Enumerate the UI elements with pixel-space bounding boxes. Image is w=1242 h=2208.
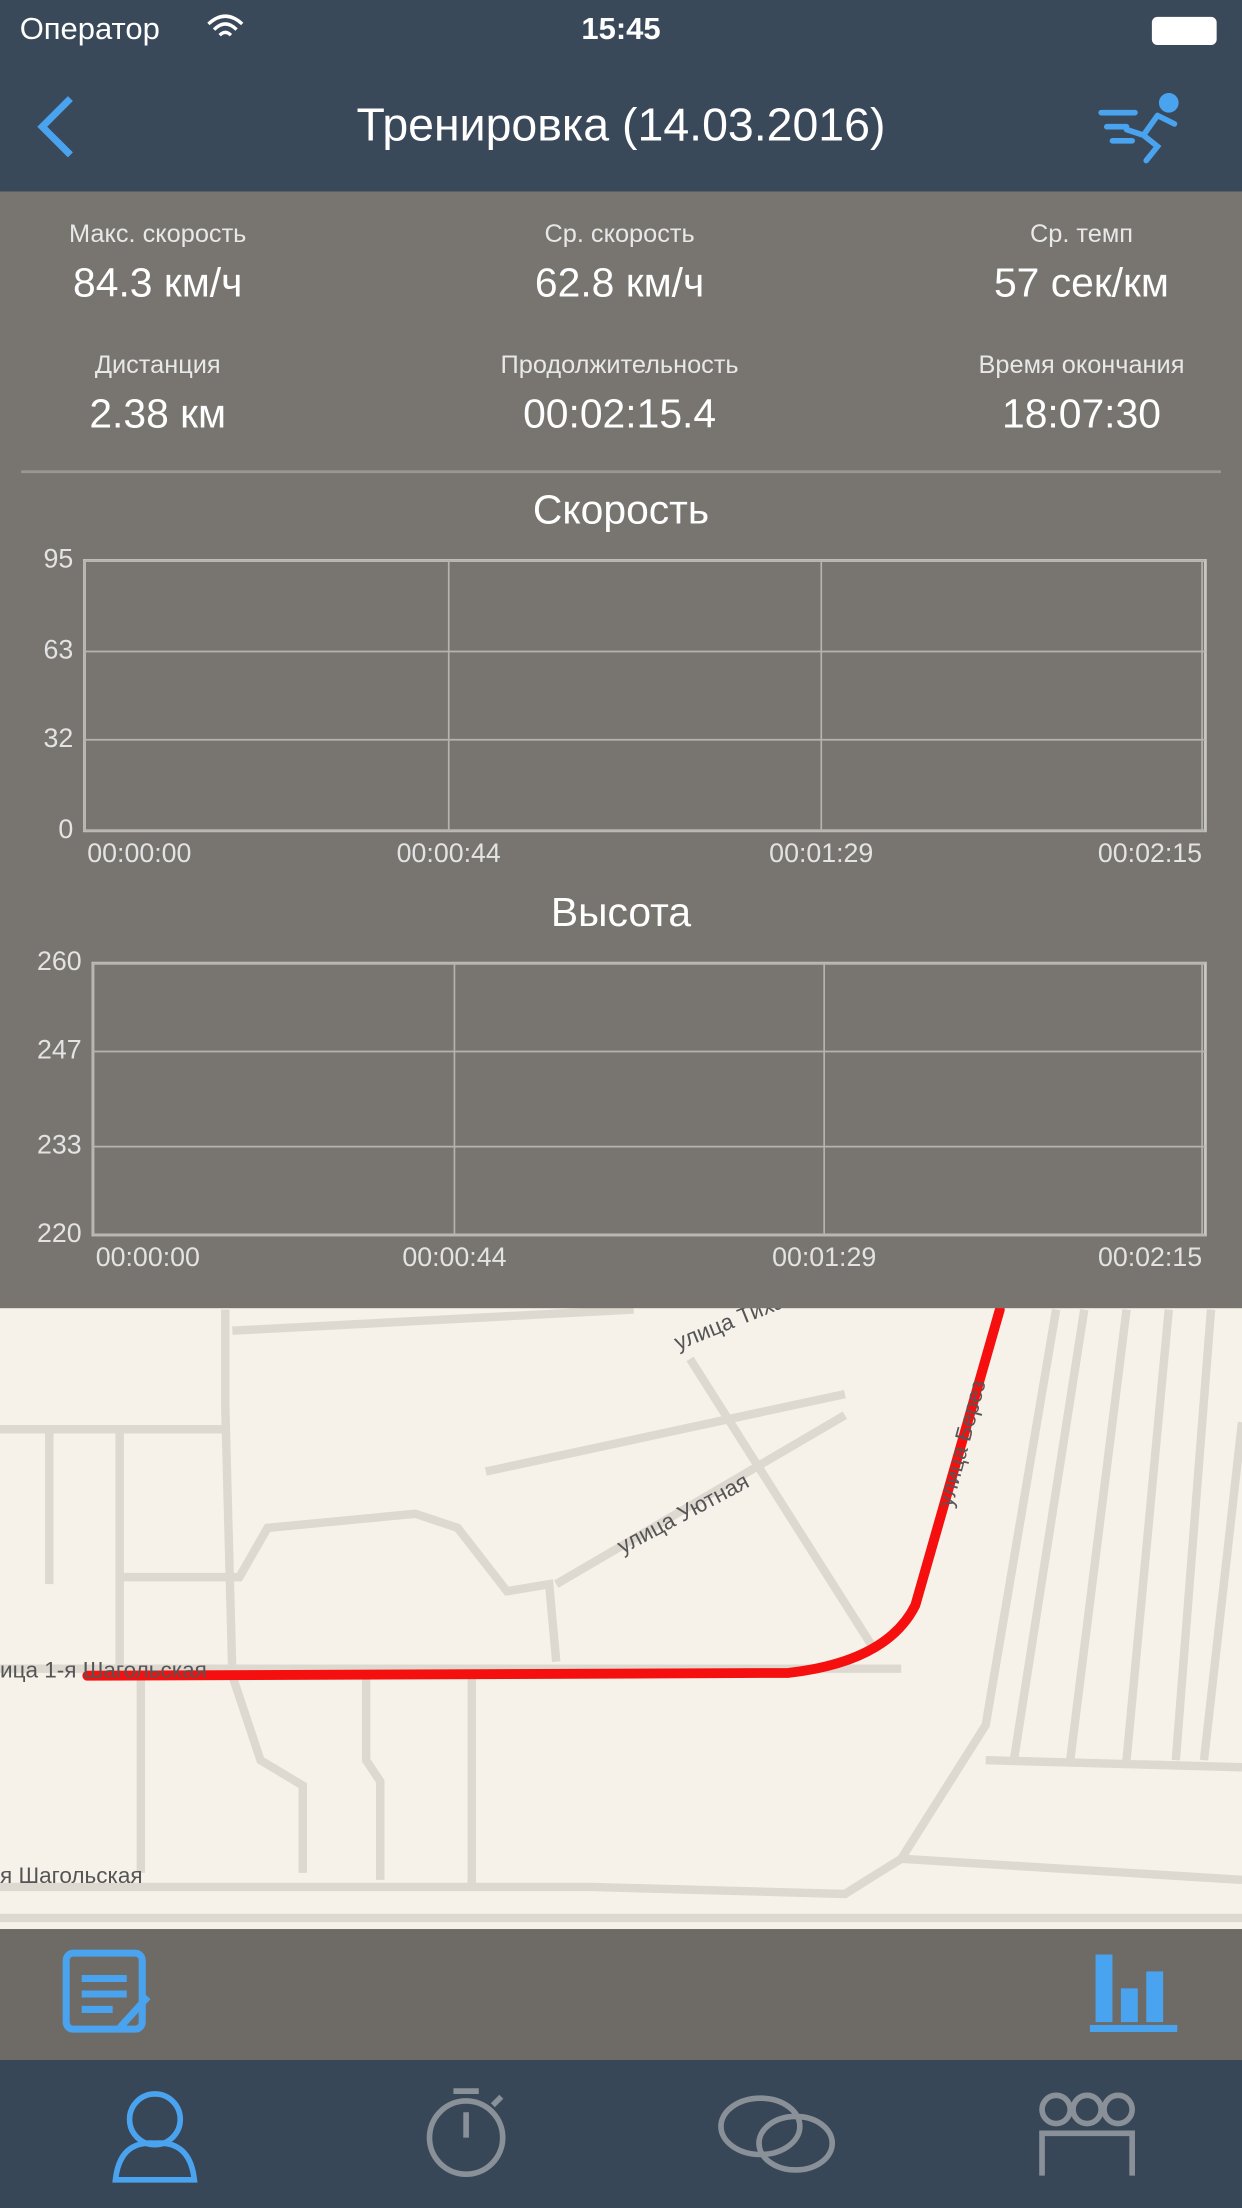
- x-tick-label: 00:00:44: [397, 838, 501, 868]
- stat-label: Продолжительность: [501, 351, 739, 379]
- back-button[interactable]: [37, 96, 73, 158]
- tab-profile[interactable]: [112, 2091, 198, 2183]
- battery: [1151, 16, 1217, 46]
- x-tick-label: 00:02:15: [1098, 1242, 1202, 1272]
- run-icon[interactable]: [1098, 92, 1179, 164]
- stat-value: 84.3 км/ч: [73, 260, 242, 306]
- x-tick-label: 00:02:15: [1098, 838, 1202, 868]
- stat-value: 00:02:15.4: [523, 391, 716, 437]
- y-tick-label: 0: [58, 814, 73, 844]
- wifi-icon: [207, 14, 244, 37]
- x-tick-label: 00:00:44: [402, 1242, 506, 1272]
- y-tick-label: 233: [37, 1130, 82, 1160]
- map-label: ица 1-я Шагольская: [0, 1657, 207, 1682]
- x-tick-label: 00:01:29: [772, 1242, 876, 1272]
- stat-value: 62.8 км/ч: [535, 260, 704, 306]
- notes-button[interactable]: [62, 1949, 151, 2033]
- route: [82, 1304, 1005, 1681]
- y-tick-label: 32: [43, 723, 73, 753]
- tab-bar: [0, 2060, 1242, 2208]
- carrier: Оператор: [20, 11, 160, 46]
- stat-label: Время окончания: [979, 351, 1185, 379]
- tab-chat[interactable]: [718, 2095, 836, 2173]
- stat-value: 57 сек/км: [994, 260, 1169, 306]
- chart-title: Высота: [551, 889, 692, 935]
- stat-value: 2.38 км: [89, 391, 226, 437]
- screen-title: Тренировка (14.03.2016): [357, 98, 886, 150]
- tab-groups[interactable]: [1039, 2092, 1135, 2176]
- y-tick-label: 247: [37, 1035, 82, 1065]
- stat-label: Ср. скорость: [544, 220, 694, 248]
- y-tick-label: 220: [37, 1218, 82, 1248]
- nav-bar: [0, 0, 1242, 192]
- stats-button[interactable]: [1089, 1954, 1178, 2032]
- map: [0, 1267, 1242, 1930]
- charts: Скорость 0 32 63 95 00:00:00 00:00:44 00:01:29 0…: [37, 486, 1207, 1272]
- map-label: я Шагольская: [0, 1863, 143, 1888]
- map-roads: [0, 1305, 1242, 1923]
- stat-label: Макс. скорость: [69, 220, 246, 248]
- y-tick-label: 260: [37, 946, 82, 976]
- stat-label: Дистанция: [95, 351, 221, 379]
- x-tick-label: 00:01:29: [769, 838, 873, 868]
- y-tick-label: 95: [43, 544, 73, 574]
- x-tick-label: 00:00:00: [96, 1242, 200, 1272]
- tab-icons[interactable]: [112, 2088, 1135, 2183]
- y-tick-label: 63: [43, 635, 73, 665]
- tab-timer[interactable]: [426, 2088, 506, 2178]
- x-tick-label: 00:00:00: [87, 838, 191, 868]
- stats: Макс. скорость 84.3 км/ч Ср. скорость 62.8 …: [69, 220, 1184, 437]
- toolbar: [0, 1929, 1242, 2061]
- stat-value: 18:07:30: [1002, 391, 1161, 437]
- stats-overlay: [0, 191, 1242, 1309]
- clock: 15:45: [581, 11, 660, 46]
- stat-label: Ср. темп: [1030, 220, 1133, 248]
- chart-title: Скорость: [533, 486, 709, 532]
